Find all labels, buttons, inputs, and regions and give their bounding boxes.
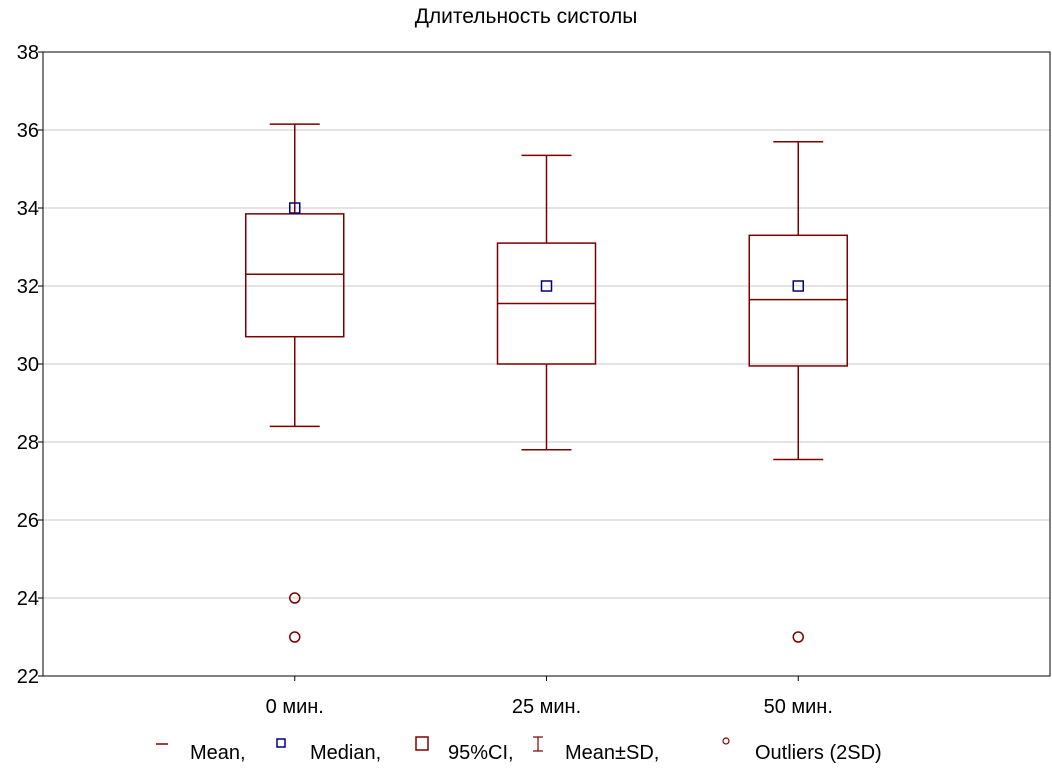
y-tick-label: 38 bbox=[17, 42, 39, 64]
y-tick-label: 34 bbox=[17, 198, 39, 220]
legend-item-label: Outliers (2SD) bbox=[755, 742, 882, 764]
y-tick-label: 28 bbox=[17, 432, 39, 454]
y-tick-label: 24 bbox=[17, 588, 39, 610]
y-tick-label: 32 bbox=[17, 276, 39, 298]
median-marker bbox=[792, 280, 804, 292]
legend-item-label: Mean±SD, bbox=[565, 742, 659, 764]
y-tick-label: 26 bbox=[17, 510, 39, 532]
legend-outlier-symbol bbox=[722, 737, 730, 745]
legend-item-label: Mean, bbox=[190, 742, 246, 764]
legend-item-label: 95%CI, bbox=[448, 742, 514, 764]
x-tick-label: 50 мин. bbox=[764, 696, 833, 718]
legend-median-symbol bbox=[276, 738, 286, 748]
outlier-point bbox=[289, 592, 301, 604]
chart-title: Длительность систолы bbox=[414, 5, 638, 28]
legend-item-label: Median, bbox=[310, 742, 381, 764]
median-marker bbox=[289, 202, 301, 214]
y-tick-label: 36 bbox=[17, 120, 39, 142]
y-tick-label: 30 bbox=[17, 354, 39, 376]
x-tick-label: 25 мин. bbox=[512, 696, 581, 718]
outlier-point bbox=[792, 631, 804, 643]
ci-box bbox=[245, 213, 345, 338]
x-tick-label: 0 мин. bbox=[266, 696, 324, 718]
median-marker bbox=[540, 280, 553, 292]
ci-box bbox=[748, 234, 848, 367]
legend-ci-symbol bbox=[415, 736, 429, 751]
y-tick-label: 22 bbox=[17, 666, 39, 688]
outlier-point bbox=[289, 631, 301, 643]
